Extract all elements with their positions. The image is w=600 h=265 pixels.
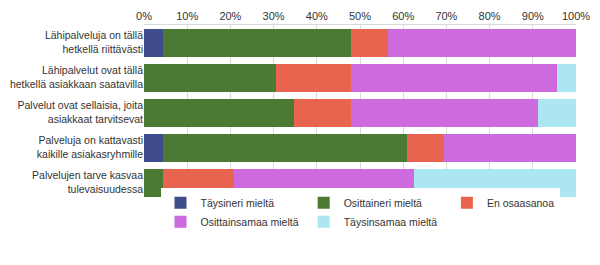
svg-text:60%: 60% xyxy=(392,10,414,22)
svg-text:30%: 30% xyxy=(263,10,285,22)
svg-text:Täysineri mieltä: Täysineri mieltä xyxy=(201,197,275,209)
svg-text:Palvelut ovat sellaisia, joita: Palvelut ovat sellaisia, joitaasiakkaat … xyxy=(18,99,144,125)
svg-text:Lähipalvelut ovat tällähetkell: Lähipalvelut ovat tällähetkellä asiakkaa… xyxy=(10,64,143,90)
svg-text:Osittainsamaa mieltä: Osittainsamaa mieltä xyxy=(201,216,299,228)
svg-text:90%: 90% xyxy=(522,10,544,22)
svg-text:50%: 50% xyxy=(349,10,371,22)
svg-text:100%: 100% xyxy=(562,10,590,22)
svg-text:Palvelujen tarve kasvaatulevai: Palvelujen tarve kasvaatulevaisuudessa xyxy=(32,169,143,195)
svg-text:Lähipalveluja on tällähetkellä: Lähipalveluja on tällähetkellä riittäväs… xyxy=(45,29,143,55)
svg-text:Palveluja on kattavastikaikill: Palveluja on kattavastikaikille asiakasr… xyxy=(37,134,143,160)
svg-text:En osaasanoa: En osaasanoa xyxy=(487,197,554,209)
svg-text:Täysinsamaa mieltä: Täysinsamaa mieltä xyxy=(344,216,438,228)
svg-text:Osittaineri mieltä: Osittaineri mieltä xyxy=(344,197,422,209)
svg-text:80%: 80% xyxy=(479,10,501,22)
svg-text:10%: 10% xyxy=(176,10,198,22)
svg-text:70%: 70% xyxy=(435,10,457,22)
svg-text:40%: 40% xyxy=(306,10,328,22)
svg-text:0%: 0% xyxy=(136,10,152,22)
svg-text:20%: 20% xyxy=(219,10,241,22)
